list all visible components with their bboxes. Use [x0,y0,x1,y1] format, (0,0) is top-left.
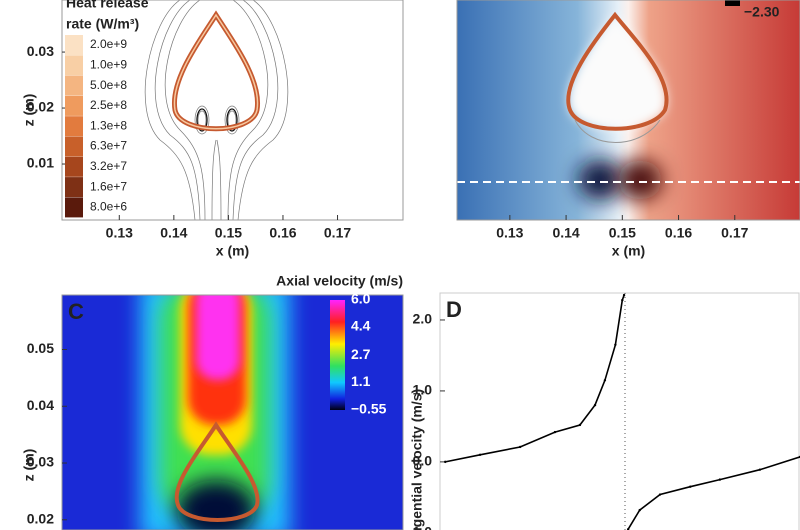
x-tick-label: 0.13 [496,225,523,241]
y-tick-label: 0.03 [27,43,54,59]
colorbar-label: 4.4 [351,318,371,334]
y-tick-label: 0.01 [27,155,54,171]
y-tick-label: 1.0 [413,382,433,398]
legend-label: 1.3e+8 [90,118,127,132]
x-tick-label: 0.14 [552,225,579,241]
legend-label: 1.6e+7 [90,179,127,193]
x-tick-label: 0.17 [324,225,351,241]
y-axis-label: Tangential velocity (m/s) [409,389,425,530]
legend-label: 5.0e+8 [90,78,127,92]
legend-swatch [65,136,83,157]
x-tick-label: 0.14 [160,225,187,241]
panel-c-frame [61,294,404,530]
legend-swatch [65,75,83,96]
legend-swatch [65,116,83,137]
x-tick-label: 0.13 [106,225,133,241]
legend-title: rate (W/m³) [66,16,139,32]
panel-c-field [62,295,403,530]
legend-label: 8.0e+6 [90,200,127,214]
y-tick-label: 0.05 [27,340,54,356]
panel-a-frame [61,0,404,221]
x-tick-label: 0.17 [721,225,748,241]
x-axis-label: x (m) [612,243,645,259]
y-tick-label: 0.04 [27,397,54,413]
legend-swatch [65,156,83,177]
legend-swatch [65,197,83,218]
panel-b-field [457,0,800,220]
x-axis-label: x (m) [216,243,249,259]
line [445,294,800,530]
legend-swatch [65,35,83,55]
y-axis-label: z (m) [21,449,37,482]
legend-label: 2.5e+8 [90,98,127,112]
legend-swatch [65,177,83,198]
legend-swatch [65,95,83,116]
panel-a-field [62,0,403,220]
panel-b-frame [456,0,800,221]
y-tick-label: 0.02 [27,510,54,526]
colorbar-label: −0.55 [351,401,387,417]
legend-label: 6.3e+7 [90,139,127,153]
colorbar-label: 1.1 [351,373,371,389]
legend-title: Heat release [66,0,149,11]
colorbar-label: 6.0 [351,291,371,307]
y-tick-label: 0.02 [27,99,54,115]
legend-label: 1.0e+9 [90,57,127,71]
y-axis-label: z (m) [21,94,37,127]
colorbar-label: −2.30 [744,4,780,20]
legend-label: 2.0e+9 [90,37,127,51]
x-tick-label: 0.15 [215,225,242,241]
y-tick-label: 2.0 [413,311,433,327]
panel-d-frame [439,292,800,530]
colorbar-label: 2.7 [351,346,371,362]
panel-label: C [68,299,84,324]
y-tick-label: 0.03 [27,454,54,470]
chart-title: Axial velocity (m/s) [276,273,403,289]
legend-swatch [65,55,83,76]
y-tick-label: 0.0 [413,453,433,469]
x-tick-label: 0.15 [609,225,636,241]
legend-label: 3.2e+7 [90,159,127,173]
x-tick-label: 0.16 [269,225,296,241]
panel-label: D [446,297,462,322]
x-tick-label: 0.16 [665,225,692,241]
y-tick-label: −1.0 [404,524,432,530]
